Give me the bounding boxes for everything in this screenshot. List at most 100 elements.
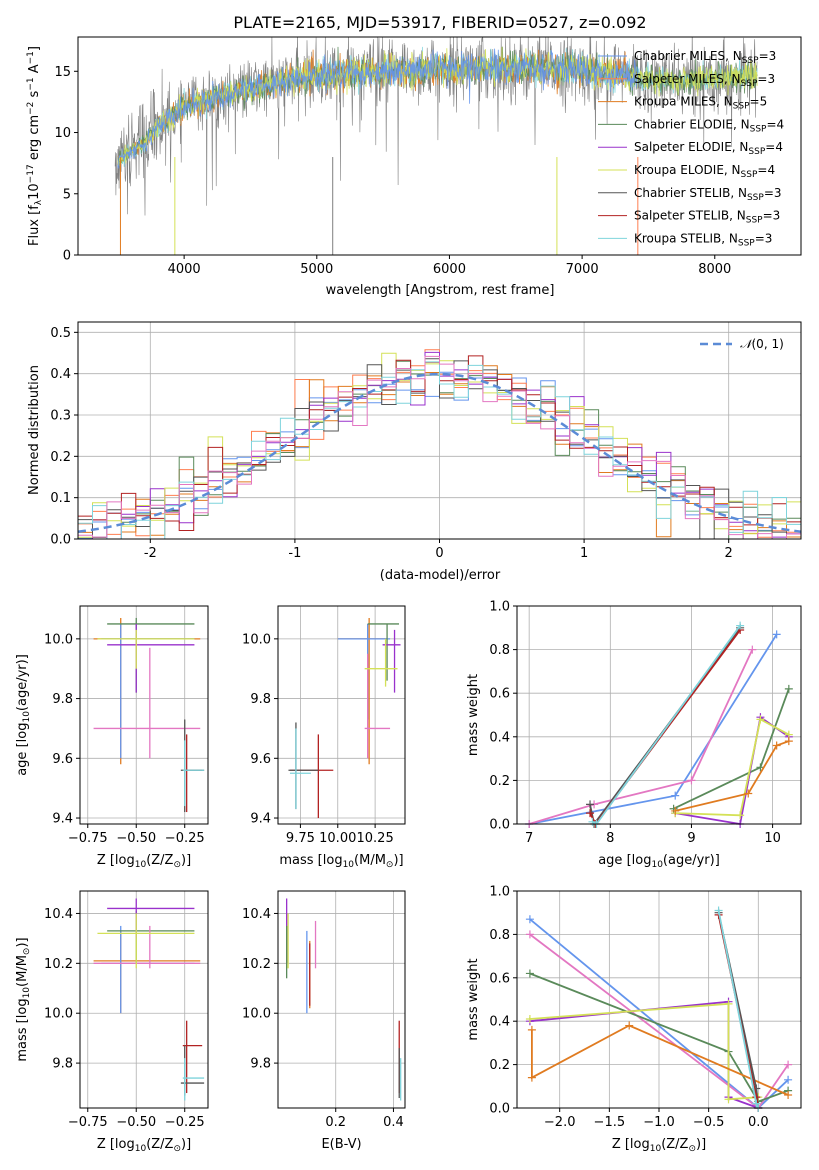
mass-weight-marker bbox=[525, 915, 534, 924]
mass-weight-marker bbox=[784, 1075, 793, 1084]
residual-histogram-panel: -2 -1 0 1 2 0.0 0.1 0.2 0.3 0.4 0.5 (data-model)/er… bbox=[27, 321, 802, 583]
x-tick-label: 9.75 bbox=[286, 831, 315, 846]
spectrum-y-label-part: −1 bbox=[26, 51, 36, 64]
p-wage-x-label: age [log10(age/yr)] bbox=[598, 853, 720, 870]
spectrum-y-label-part: λ bbox=[34, 199, 44, 205]
mass-weight-marker bbox=[772, 630, 781, 639]
x-tick-label: 5000 bbox=[300, 262, 333, 277]
legend-entry-sub: SSP bbox=[748, 147, 765, 157]
legend-entry: Salpeter MILES, NSSP=3 bbox=[634, 72, 775, 89]
spectrum-panel: 4000 5000 6000 7000 8000 0 5 10 15 wavelength [An… bbox=[26, 36, 802, 298]
legend-entry: Chabrier ELODIE, NSSP=4 bbox=[634, 117, 784, 134]
x-tick-label: 10 bbox=[764, 831, 781, 846]
p-wz-x-label-part: Z [log bbox=[612, 1137, 650, 1152]
p-agem-x-label-part: mass [log bbox=[279, 853, 342, 868]
mass-weight-marker bbox=[669, 804, 678, 813]
legend-entry-sub: SSP bbox=[742, 56, 759, 66]
mass-weight-line bbox=[531, 1024, 789, 1096]
mass-weight-marker bbox=[784, 684, 793, 693]
y-tick-label: 10.4 bbox=[44, 907, 73, 922]
x-tick-label: 1 bbox=[580, 546, 588, 561]
mass-weight-marker bbox=[748, 645, 757, 654]
spectrum-y-label-part: Flux [f bbox=[27, 205, 42, 246]
mass-vs-z-panel: −0.75 −0.50 −0.259.810.010.210.4Z [log10(Z… bbox=[15, 890, 209, 1154]
p-mz-x-label-part: Z [log bbox=[97, 1137, 135, 1152]
legend-entry: Kroupa ELODIE, NSSP=4 bbox=[634, 163, 775, 180]
y-tick-label: 10.0 bbox=[242, 1007, 271, 1022]
y-tick-label: 0.4 bbox=[50, 367, 71, 382]
x-tick-label: 9 bbox=[687, 831, 695, 846]
legend-entry-name: Chabrier STELIB, N bbox=[634, 186, 747, 200]
p-wz-x-label-part: 10 bbox=[650, 1144, 662, 1154]
age-vs-z-panel: −0.75 −0.50 −0.259.49.69.810.0Z [log10(Z/Z… bbox=[15, 605, 209, 870]
y-tick-label: 0.2 bbox=[50, 450, 71, 465]
legend-entry-name: Chabrier MILES, N bbox=[634, 49, 742, 63]
x-tick-label: 2 bbox=[725, 546, 733, 561]
mass-weight-vs-z-panel: −2.0 −1.5 −1.0 −0.5 0.0 0.0 0.2 0.4 0.6 0.8 1.0 Z [… bbox=[466, 885, 802, 1154]
p-mz-y-label-part: (M/M bbox=[15, 955, 30, 987]
p-mz-y-label-part: ⊙ bbox=[22, 948, 32, 956]
p-wz-y-label: mass weight bbox=[466, 958, 481, 1040]
legend-entry: Kroupa MILES, NSSP=5 bbox=[634, 95, 767, 112]
p-mz-x-label-part: 10 bbox=[135, 1144, 147, 1154]
p-wage-y-label: mass weight bbox=[466, 674, 481, 756]
p-agez-x-label-part: ⊙ bbox=[173, 860, 181, 870]
mass-weight-marker bbox=[736, 621, 745, 630]
mass-weight-line bbox=[675, 718, 790, 817]
x-tick-label: -2 bbox=[144, 546, 157, 561]
y-tick-label: 10.0 bbox=[44, 632, 73, 647]
histogram-step-line bbox=[78, 355, 801, 539]
legend-entry: Kroupa STELIB, NSSP=3 bbox=[634, 231, 772, 248]
legend-entry-count: =4 bbox=[757, 163, 775, 177]
y-tick-label: 0.2 bbox=[489, 1058, 510, 1073]
y-tick-label: 5 bbox=[63, 187, 71, 202]
y-tick-label: 0.3 bbox=[50, 409, 71, 424]
legend-entry: Chabrier MILES, NSSP=3 bbox=[634, 49, 776, 66]
figure-title: PLATE=2165, MJD=53917, FIBERID=0527, z=0… bbox=[233, 13, 646, 32]
y-tick-label: 0.6 bbox=[489, 971, 510, 986]
y-tick-label: 9.6 bbox=[250, 752, 271, 767]
x-tick-label: 6000 bbox=[433, 262, 466, 277]
mass-weight-marker bbox=[586, 809, 595, 818]
spectrum-y-label-part: −2 bbox=[26, 102, 36, 115]
p-agez-x-label-part: (Z/Z bbox=[146, 853, 173, 868]
spectrum-x-label: wavelength [Angstrom, rest frame] bbox=[326, 283, 555, 298]
legend-entry: Salpeter STELIB, NSSP=3 bbox=[634, 209, 780, 226]
p-wz-x-label: Z [log10(Z/Z⊙)] bbox=[612, 1137, 706, 1154]
p-mz-y-label-part: 10 bbox=[22, 987, 32, 999]
p-mebv-x-label: E(B-V) bbox=[321, 1137, 361, 1152]
x-tick-label: −0.50 bbox=[116, 831, 156, 846]
mass-weight-marker bbox=[756, 715, 765, 724]
hist-y-label: Normed distribution bbox=[27, 365, 42, 495]
spectrum-y-label-part: s bbox=[27, 90, 42, 101]
mass-weight-marker bbox=[784, 1090, 793, 1099]
y-tick-label: 1.0 bbox=[489, 885, 510, 900]
plot-frame bbox=[77, 36, 802, 256]
y-tick-label: 0.2 bbox=[489, 774, 510, 789]
p-agem-x-label-part: 10 bbox=[343, 860, 355, 870]
spectrum-y-label-part: ] bbox=[27, 46, 42, 51]
y-tick-label: 9.6 bbox=[52, 752, 73, 767]
legend-entry-count: =3 bbox=[763, 209, 781, 223]
p-mz-y-label-part: mass [log bbox=[15, 998, 30, 1061]
spectrum-y-label-part: erg cm bbox=[27, 115, 42, 164]
p-wz-x-label-part: )] bbox=[696, 1137, 706, 1152]
legend-entry-sub: SSP bbox=[746, 216, 763, 226]
mass-weight-marker bbox=[714, 906, 723, 915]
mass-weight-marker bbox=[586, 800, 595, 809]
p-agem-x-label-part: )] bbox=[393, 853, 403, 868]
hist-x-label: (data-model)/error bbox=[380, 568, 501, 583]
mass-weight-marker bbox=[784, 1060, 793, 1069]
p-agez-x-label-part: 10 bbox=[135, 860, 147, 870]
y-tick-label: 9.8 bbox=[52, 692, 73, 707]
plot-frame bbox=[277, 605, 406, 825]
x-tick-label: −0.75 bbox=[68, 1115, 108, 1130]
x-tick-label: 8 bbox=[606, 831, 614, 846]
plot-frame bbox=[79, 890, 209, 1109]
legend-entry-sub: SSP bbox=[747, 193, 764, 203]
y-tick-label: 0 bbox=[63, 249, 71, 264]
mass-weight-marker bbox=[724, 1095, 733, 1104]
mass-weight-marker bbox=[752, 1099, 761, 1108]
mass-vs-ebv-panel: 0.2 0.4 9.8 10.0 10.2 10.4 E(B-V) bbox=[242, 890, 406, 1152]
y-tick-label: 0.0 bbox=[50, 533, 71, 548]
